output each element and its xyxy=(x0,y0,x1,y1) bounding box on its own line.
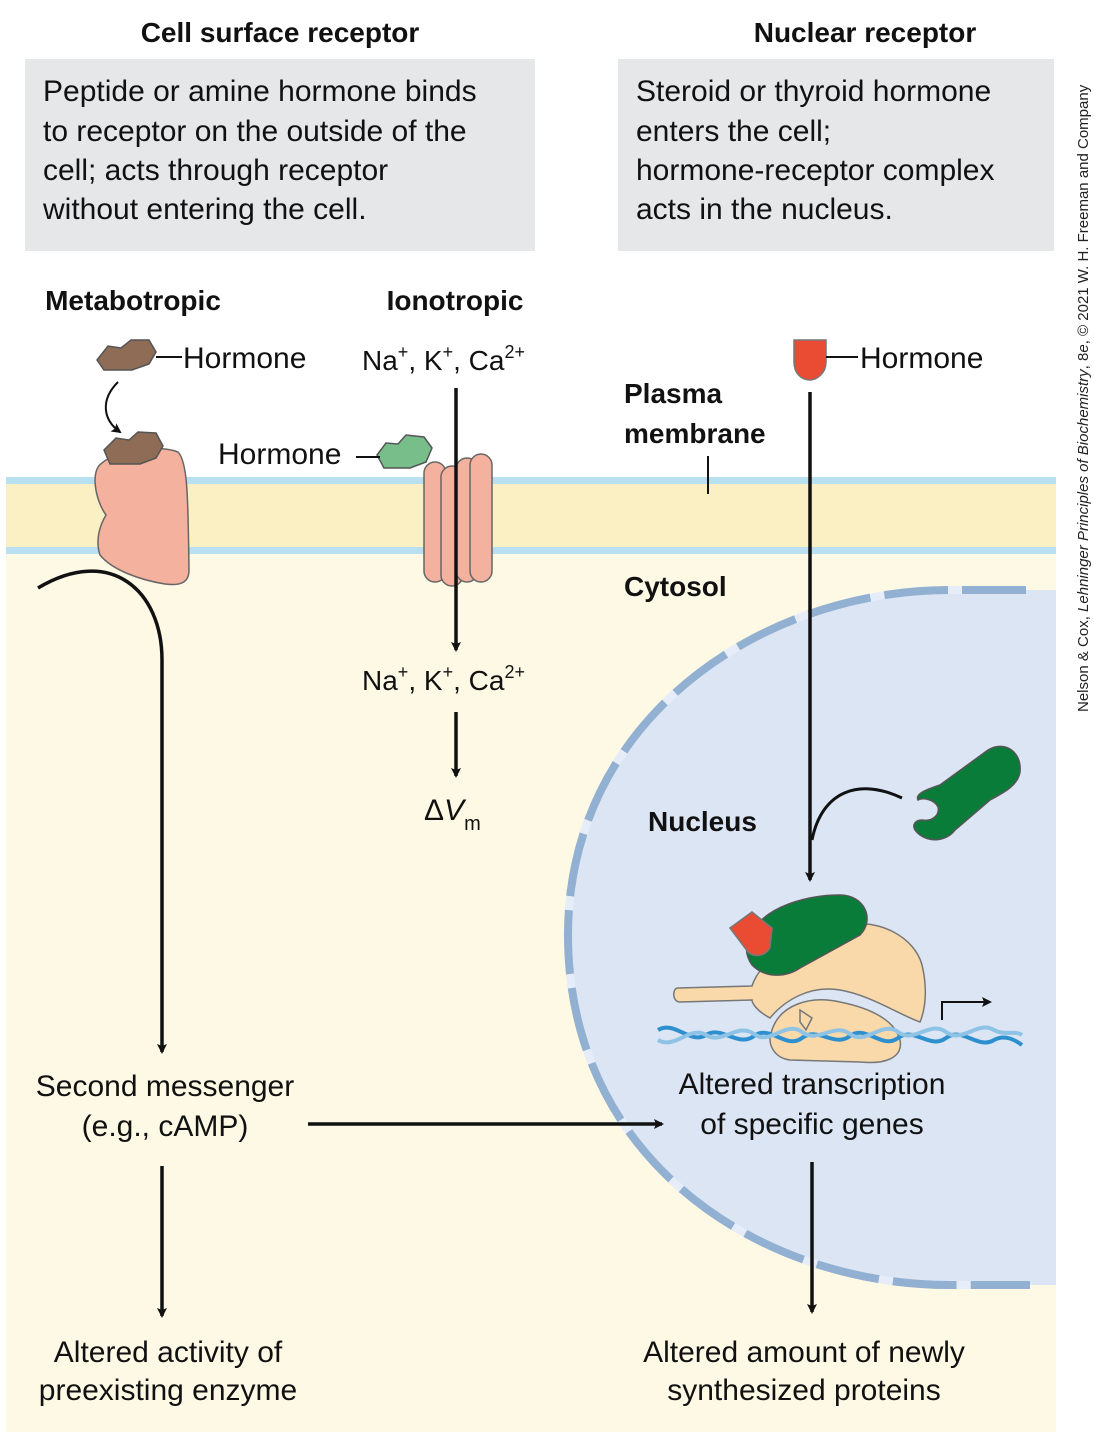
nuclear-receptor-header: Nuclear receptor xyxy=(754,17,977,48)
altered-transcription-label-line2: of specific genes xyxy=(700,1108,923,1141)
ionotropic-label: Ionotropic xyxy=(387,285,524,316)
copyright-credit: Nelson & Cox, Lehninger Principles of Bi… xyxy=(1075,84,1092,712)
metabotropic-receptor xyxy=(94,431,190,586)
receptor-binding-arrow xyxy=(810,787,903,841)
cytosol-label: Cytosol xyxy=(624,571,727,602)
svg-text:enters the cell;: enters the cell; xyxy=(636,115,831,148)
transcription-start-arrow xyxy=(941,997,992,1020)
nuclear-envelope xyxy=(563,586,1030,1289)
steroid-hormone-icon xyxy=(793,339,827,381)
svg-text:Peptide or amine hormone binds: Peptide or amine hormone binds xyxy=(43,75,477,108)
ions-inside-label: Na+, K+, Ca2+ xyxy=(362,662,525,696)
svg-text:without entering the cell.: without entering the cell. xyxy=(42,193,367,226)
nuclear-hormone-label: Hormone xyxy=(860,342,983,375)
altered-transcription-label-line1: Altered transcription xyxy=(679,1068,946,1101)
svg-text:Steroid or thyroid hormone: Steroid or thyroid hormone xyxy=(636,75,991,108)
svg-text:acts in the nucleus.: acts in the nucleus. xyxy=(636,193,893,226)
cell-surface-receptor-header: Cell surface receptor xyxy=(141,17,420,48)
svg-text:cell; acts through receptor: cell; acts through receptor xyxy=(43,154,388,187)
altered-activity-label-line1: Altered activity of xyxy=(54,1336,283,1369)
metabotropic-binding-arrow xyxy=(104,381,122,434)
plasma-membrane-label-line1: Plasma xyxy=(624,378,722,409)
delta-vm-label: ΔVm xyxy=(424,794,481,835)
ionotropic-hormone-icon xyxy=(376,434,433,469)
ions-outside-label: Na+, K+, Ca2+ xyxy=(362,342,525,376)
svg-text:hormone-receptor complex: hormone-receptor complex xyxy=(636,154,995,187)
svg-text:Na+, K+, Ca2+: Na+, K+, Ca2+ xyxy=(362,342,525,376)
cell-surface-info-box xyxy=(25,59,535,251)
ionotropic-hormone-label: Hormone xyxy=(218,438,341,471)
metabotropic-label: Metabotropic xyxy=(45,285,221,316)
metabotropic-hormone-label: Hormone xyxy=(183,342,306,375)
metabotropic-free-hormone-icon xyxy=(96,339,157,371)
nuclear-info-box xyxy=(618,59,1054,251)
nuclear-receptor-icon xyxy=(913,745,1021,841)
altered-activity-label-line2: preexisting enzyme xyxy=(39,1374,297,1407)
nuclear-description: Steroid or thyroid hormone enters the ce… xyxy=(636,75,995,226)
transcription-complex xyxy=(656,922,1024,1064)
ion-channel xyxy=(423,453,493,587)
second-messenger-label-line1: Second messenger xyxy=(36,1070,295,1103)
altered-amount-label-line1: Altered amount of newly xyxy=(643,1336,965,1369)
nucleus-label: Nucleus xyxy=(648,806,757,837)
metabotropic-signal-arrow xyxy=(37,569,167,1054)
plasma-membrane-label-line2: membrane xyxy=(624,418,766,449)
cell-surface-description: Peptide or amine hormone binds to recept… xyxy=(42,75,477,226)
dna-helix-strand-b xyxy=(656,1025,1024,1045)
hormone-receptor-complex xyxy=(728,894,868,976)
svg-text:Na+, K+, Ca2+: Na+, K+, Ca2+ xyxy=(362,662,525,696)
svg-text:to receptor on the outside of: to receptor on the outside of the xyxy=(43,115,467,148)
altered-amount-label-line2: synthesized proteins xyxy=(667,1374,941,1407)
second-messenger-label-line2: (e.g., cAMP) xyxy=(82,1110,249,1143)
